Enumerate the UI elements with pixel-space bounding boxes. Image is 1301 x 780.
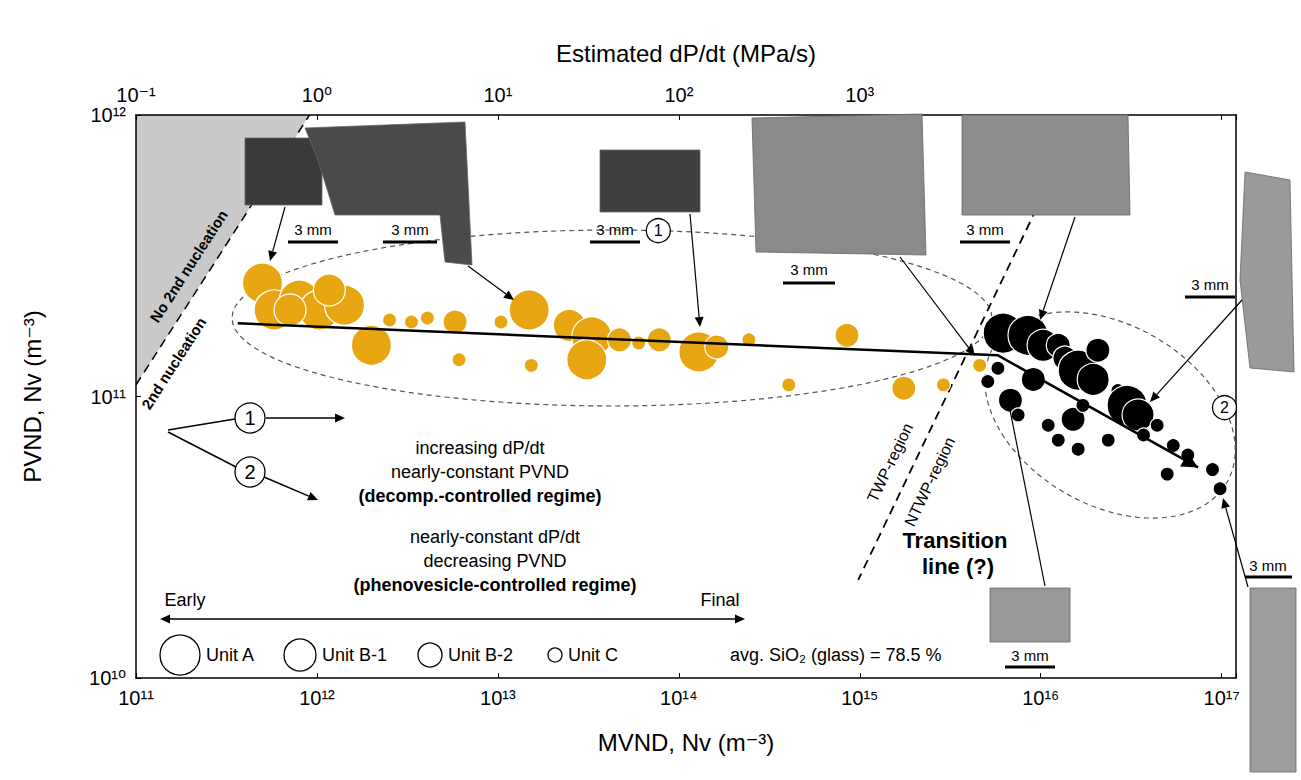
- svg-text:decreasing PVND: decreasing PVND: [423, 551, 566, 571]
- svg-text:3 mm: 3 mm: [1249, 557, 1287, 574]
- svg-text:3 mm: 3 mm: [790, 261, 828, 278]
- svg-text:2nd nucleation: 2nd nucleation: [138, 314, 210, 412]
- svg-text:Final: Final: [700, 590, 739, 610]
- svg-text:10⁰: 10⁰: [302, 84, 332, 106]
- svg-text:TWP-region: TWP-region: [864, 421, 916, 505]
- svg-text:PVND, Nv (m⁻³): PVND, Nv (m⁻³): [19, 310, 46, 483]
- svg-text:10¹: 10¹: [483, 84, 512, 106]
- svg-text:1: 1: [244, 407, 255, 429]
- svg-text:nearly-constant PVND: nearly-constant PVND: [391, 462, 569, 482]
- svg-text:10¹⁶: 10¹⁶: [1022, 687, 1059, 709]
- svg-text:3 mm: 3 mm: [294, 221, 332, 238]
- svg-text:avg. SiO₂ (glass) = 78.5 %: avg. SiO₂ (glass) = 78.5 %: [730, 645, 942, 665]
- svg-text:Unit A: Unit A: [206, 645, 254, 665]
- svg-text:10²: 10²: [664, 84, 693, 106]
- svg-text:10¹⁰: 10¹⁰: [89, 667, 126, 689]
- svg-text:(decomp.-controlled regime): (decomp.-controlled regime): [358, 486, 601, 506]
- svg-text:3 mm: 3 mm: [1011, 647, 1049, 664]
- svg-text:NTWP-region: NTWP-region: [901, 434, 958, 529]
- svg-text:(phenovesicle-controlled regim: (phenovesicle-controlled regime): [353, 575, 636, 595]
- svg-text:10¹²: 10¹²: [299, 687, 335, 709]
- svg-text:1: 1: [654, 222, 663, 239]
- svg-text:No 2nd nucleation: No 2nd nucleation: [146, 207, 231, 325]
- svg-text:3 mm: 3 mm: [966, 221, 1004, 238]
- svg-text:10¹²: 10¹²: [90, 104, 126, 126]
- svg-text:10⁻¹: 10⁻¹: [116, 84, 156, 106]
- svg-text:2: 2: [244, 461, 255, 483]
- svg-text:10¹¹: 10¹¹: [118, 687, 154, 709]
- svg-text:3 mm: 3 mm: [596, 221, 634, 238]
- svg-text:2: 2: [1220, 399, 1229, 416]
- svg-text:3 mm: 3 mm: [391, 221, 429, 238]
- svg-text:nearly-constant dP/dt: nearly-constant dP/dt: [410, 527, 580, 547]
- svg-text:Unit B-1: Unit B-1: [322, 645, 387, 665]
- svg-text:line (?): line (?): [922, 554, 994, 579]
- svg-text:Estimated dP/dt (MPa/s): Estimated dP/dt (MPa/s): [556, 40, 816, 67]
- svg-text:Early: Early: [164, 590, 205, 610]
- svg-text:Unit C: Unit C: [568, 645, 618, 665]
- svg-text:Unit B-2: Unit B-2: [448, 645, 513, 665]
- svg-text:MVND, Nv (m⁻³): MVND, Nv (m⁻³): [598, 729, 775, 756]
- svg-text:increasing dP/dt: increasing dP/dt: [415, 438, 544, 458]
- svg-text:10¹¹: 10¹¹: [90, 386, 126, 408]
- svg-text:Transition: Transition: [902, 528, 1013, 553]
- svg-text:3 mm: 3 mm: [1191, 276, 1229, 293]
- svg-text:10³: 10³: [845, 84, 874, 106]
- svg-text:10¹⁴: 10¹⁴: [660, 687, 698, 709]
- svg-text:10¹⁵: 10¹⁵: [841, 687, 878, 709]
- svg-text:10¹³: 10¹³: [480, 687, 516, 709]
- svg-text:10¹⁷: 10¹⁷: [1204, 687, 1240, 709]
